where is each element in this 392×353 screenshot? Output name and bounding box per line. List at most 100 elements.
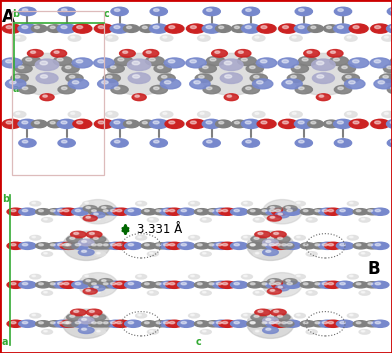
- Circle shape: [194, 243, 209, 249]
- Circle shape: [272, 320, 289, 327]
- Circle shape: [47, 25, 63, 32]
- Circle shape: [160, 281, 177, 288]
- Circle shape: [94, 121, 106, 127]
- Circle shape: [353, 121, 359, 124]
- Circle shape: [169, 26, 175, 29]
- Circle shape: [375, 322, 381, 324]
- Circle shape: [348, 58, 369, 68]
- Circle shape: [145, 322, 149, 324]
- Circle shape: [309, 219, 312, 220]
- Circle shape: [234, 282, 240, 285]
- Circle shape: [294, 235, 305, 240]
- Circle shape: [279, 24, 298, 33]
- Circle shape: [83, 288, 97, 294]
- Circle shape: [166, 242, 183, 250]
- Circle shape: [145, 244, 149, 246]
- Circle shape: [203, 66, 208, 68]
- Circle shape: [86, 207, 91, 209]
- Circle shape: [160, 242, 177, 250]
- Circle shape: [158, 66, 163, 68]
- Circle shape: [342, 66, 347, 68]
- Circle shape: [272, 281, 289, 288]
- Circle shape: [235, 49, 251, 57]
- Circle shape: [68, 111, 81, 118]
- Circle shape: [34, 26, 40, 29]
- Circle shape: [78, 327, 94, 334]
- Circle shape: [252, 111, 265, 118]
- Circle shape: [387, 119, 392, 128]
- Circle shape: [150, 252, 153, 254]
- Circle shape: [250, 74, 267, 82]
- Circle shape: [322, 322, 328, 324]
- Circle shape: [267, 279, 281, 285]
- Circle shape: [315, 322, 320, 324]
- Circle shape: [123, 25, 139, 32]
- Circle shape: [72, 281, 89, 288]
- Circle shape: [250, 210, 255, 212]
- Circle shape: [125, 242, 142, 250]
- Circle shape: [292, 112, 296, 114]
- Circle shape: [283, 208, 301, 215]
- Circle shape: [216, 322, 222, 324]
- Circle shape: [9, 81, 16, 84]
- Text: a: a: [2, 336, 9, 347]
- Circle shape: [139, 120, 155, 128]
- Circle shape: [99, 205, 113, 211]
- Circle shape: [4, 26, 8, 29]
- Circle shape: [44, 292, 47, 293]
- Circle shape: [323, 120, 339, 128]
- Circle shape: [142, 282, 156, 288]
- Circle shape: [222, 322, 228, 324]
- Circle shape: [72, 242, 89, 250]
- Circle shape: [213, 281, 230, 288]
- Circle shape: [316, 61, 324, 65]
- Circle shape: [300, 243, 315, 249]
- Circle shape: [86, 231, 102, 238]
- Circle shape: [107, 281, 124, 288]
- Circle shape: [308, 25, 323, 32]
- Text: c: c: [104, 9, 110, 19]
- Circle shape: [353, 321, 368, 327]
- Circle shape: [53, 56, 72, 66]
- Circle shape: [387, 24, 392, 33]
- Circle shape: [359, 252, 370, 256]
- Circle shape: [138, 314, 142, 316]
- Circle shape: [54, 320, 71, 327]
- Circle shape: [262, 244, 267, 246]
- Circle shape: [262, 210, 267, 212]
- Circle shape: [22, 140, 28, 143]
- Circle shape: [18, 24, 37, 33]
- Circle shape: [22, 282, 28, 285]
- Circle shape: [259, 209, 274, 215]
- Circle shape: [258, 232, 263, 234]
- Circle shape: [138, 236, 142, 238]
- Circle shape: [163, 209, 169, 212]
- Circle shape: [187, 119, 205, 128]
- Circle shape: [128, 244, 134, 246]
- Circle shape: [149, 119, 168, 128]
- Circle shape: [356, 322, 361, 324]
- Circle shape: [76, 60, 83, 63]
- Circle shape: [264, 25, 277, 32]
- Circle shape: [207, 140, 212, 143]
- Circle shape: [160, 79, 181, 89]
- Circle shape: [230, 320, 248, 327]
- Circle shape: [189, 201, 200, 206]
- Circle shape: [323, 25, 339, 32]
- Circle shape: [83, 215, 97, 221]
- Circle shape: [103, 74, 120, 82]
- Circle shape: [107, 76, 112, 78]
- Circle shape: [142, 121, 147, 124]
- Circle shape: [298, 121, 304, 124]
- Circle shape: [71, 36, 75, 38]
- Circle shape: [62, 140, 67, 143]
- Circle shape: [80, 25, 93, 32]
- Ellipse shape: [63, 231, 110, 261]
- Circle shape: [90, 236, 106, 243]
- Circle shape: [111, 66, 116, 68]
- Circle shape: [255, 231, 270, 238]
- Circle shape: [365, 209, 380, 215]
- Circle shape: [154, 87, 159, 90]
- Circle shape: [356, 244, 361, 246]
- Circle shape: [136, 313, 147, 318]
